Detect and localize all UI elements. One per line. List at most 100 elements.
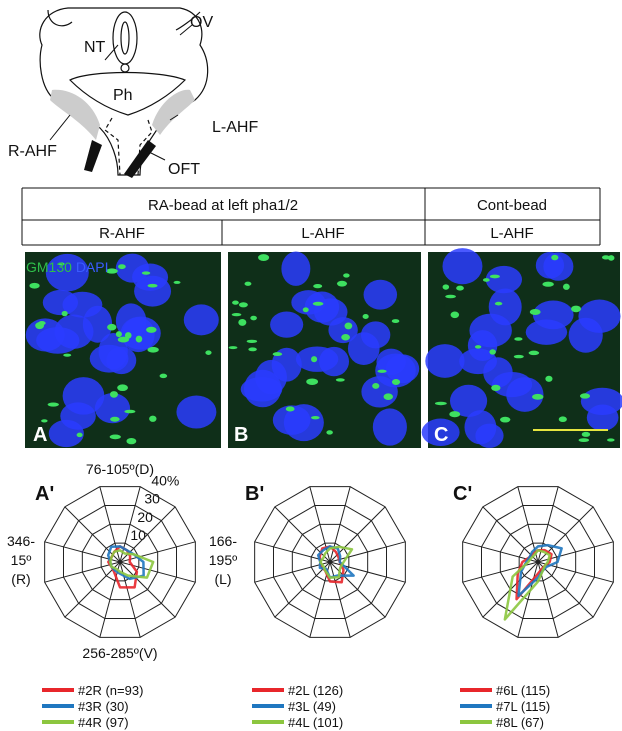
nucleus [372, 408, 407, 446]
direction-label: 256-285º(V) [82, 645, 157, 661]
nucleus [134, 275, 172, 307]
golgi [312, 301, 324, 306]
golgi [532, 393, 544, 400]
golgi [124, 332, 132, 339]
panel-label: B' [245, 483, 264, 505]
golgi [529, 308, 541, 315]
golgi [246, 339, 258, 343]
nucleus [360, 321, 391, 349]
golgi [238, 302, 248, 308]
panel-label: B [234, 424, 248, 446]
nucleus [45, 253, 89, 292]
golgi [343, 273, 350, 278]
nucleus [506, 377, 544, 412]
spoke [64, 561, 121, 618]
stain-label: GM130 DAPI [26, 259, 109, 275]
legend-label: #8L (67) [496, 715, 544, 730]
nucleus [385, 354, 420, 384]
golgi [248, 347, 257, 352]
nucleus [176, 395, 217, 429]
golgi [147, 283, 158, 288]
golgi [109, 391, 118, 398]
radar-line [515, 548, 553, 601]
spoke [274, 561, 331, 618]
golgi [449, 411, 461, 418]
ring-label: 30 [144, 491, 160, 507]
golgi [372, 382, 380, 389]
nucleus [183, 304, 219, 336]
direction-text: 166-195º (L) [208, 533, 238, 587]
golgi [250, 315, 257, 321]
l-oft-wall [124, 140, 156, 178]
golgi [118, 264, 126, 270]
table-grid [21, 187, 601, 246]
spoke [254, 541, 331, 563]
golgi [306, 378, 319, 385]
l-ahf-region [152, 89, 195, 135]
golgi [232, 300, 239, 305]
table-subheader: L-AHF [301, 225, 344, 242]
panel-label: C [434, 424, 448, 446]
direction-text: 346-15º (R) [6, 533, 36, 587]
golgi [500, 416, 511, 423]
golgi [362, 314, 369, 320]
spoke [517, 561, 539, 638]
golgi [313, 284, 323, 289]
diagram-label: NT [84, 39, 106, 56]
golgi [107, 323, 117, 331]
nucleus [449, 384, 488, 418]
nucleus [120, 316, 161, 350]
golgi [482, 278, 490, 282]
golgi [146, 326, 157, 333]
table-subheader: L-AHF [490, 225, 533, 242]
golgi [341, 334, 350, 341]
golgi [159, 373, 168, 379]
golgi [545, 375, 553, 382]
spoke [119, 541, 196, 563]
golgi [571, 305, 582, 313]
nucleus [62, 377, 105, 415]
golgi [238, 318, 247, 326]
nucleus [586, 404, 619, 431]
golgi [326, 430, 333, 435]
stain-marker: GM130 [26, 259, 72, 275]
nucleus [467, 330, 498, 362]
golgi [147, 346, 159, 353]
golgi [494, 301, 503, 306]
golgi [391, 319, 400, 324]
golgi [76, 432, 83, 438]
nucleus [578, 299, 621, 333]
r-ahf-region [50, 89, 100, 140]
r-oft-wall [84, 140, 102, 172]
golgi [450, 311, 460, 319]
spoke [329, 561, 386, 618]
radar-line [319, 545, 354, 579]
golgi [489, 349, 496, 355]
golgi [607, 438, 615, 442]
nucleus [115, 253, 149, 283]
direction-text: 76-105º(D) [85, 461, 155, 477]
golgi [109, 434, 121, 440]
golgi [311, 416, 320, 420]
nucleus [54, 314, 94, 349]
ring-label: 40% [151, 473, 179, 489]
golgi [551, 254, 559, 261]
ring-label: 20 [137, 509, 153, 525]
golgi [434, 401, 447, 406]
direction-label: 76-105º(D) [85, 461, 155, 477]
stain-nuclear: DAPI [76, 259, 109, 275]
golgi [63, 353, 72, 357]
nucleus [89, 344, 129, 373]
direction-label: 346-15º (R) [6, 533, 36, 587]
golgi [58, 262, 65, 266]
golgi [391, 379, 401, 385]
nucleus [94, 393, 131, 424]
golgi [105, 268, 118, 274]
spoke [254, 561, 331, 583]
diagram-label: Ph [113, 87, 133, 104]
golgi [135, 335, 143, 343]
table-subheader: R-AHF [99, 225, 145, 242]
golgi [115, 331, 122, 338]
